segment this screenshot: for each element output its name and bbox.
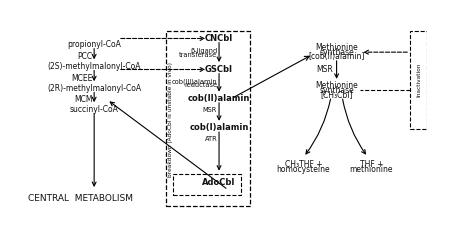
- Text: Methionine: Methionine: [315, 43, 358, 52]
- Text: methionine: methionine: [350, 165, 393, 174]
- Text: reductase: reductase: [184, 82, 217, 88]
- Text: propionyl-CoA: propionyl-CoA: [67, 40, 121, 49]
- Text: (2R)-methylmalonyl-CoA: (2R)-methylmalonyl-CoA: [47, 84, 141, 93]
- Text: ATR: ATR: [204, 136, 217, 142]
- Text: transferase: transferase: [179, 52, 217, 58]
- Text: PCC: PCC: [77, 52, 92, 61]
- Text: MSR: MSR: [316, 65, 333, 74]
- Bar: [166, 31, 250, 206]
- Bar: [410, 31, 427, 129]
- Text: GSCbl: GSCbl: [205, 65, 233, 74]
- Text: AdoCbl: AdoCbl: [202, 178, 236, 187]
- Text: MCEE: MCEE: [71, 73, 92, 82]
- Text: cob(II)alamin: cob(II)alamin: [188, 94, 250, 103]
- Text: homocysteine: homocysteine: [277, 165, 330, 174]
- Text: breakdown (AdoCbl is unstable in vivo): breakdown (AdoCbl is unstable in vivo): [168, 62, 173, 177]
- Text: MCM: MCM: [74, 95, 92, 104]
- Text: CH₃THF +: CH₃THF +: [285, 160, 322, 169]
- Text: cob(I)alamin: cob(I)alamin: [189, 123, 249, 132]
- Bar: [173, 174, 241, 196]
- Text: Methionine: Methionine: [315, 82, 358, 91]
- Text: [CH₃Cbl]: [CH₃Cbl]: [320, 91, 353, 100]
- Text: succinyl-CoA: succinyl-CoA: [70, 105, 118, 114]
- Text: [cob(II)alamin]: [cob(II)alamin]: [309, 52, 365, 61]
- Text: CNCbl: CNCbl: [205, 34, 233, 43]
- Text: β-ligand: β-ligand: [190, 48, 217, 54]
- Text: cob(III)alamin: cob(III)alamin: [172, 78, 217, 85]
- Text: MSR: MSR: [203, 107, 217, 113]
- Text: synthase: synthase: [319, 86, 354, 95]
- Text: synthase: synthase: [319, 48, 354, 57]
- Text: Inactivation: Inactivation: [416, 63, 421, 97]
- Text: THF +: THF +: [360, 160, 383, 169]
- Text: (2S)-methylmalonyl-CoA: (2S)-methylmalonyl-CoA: [47, 62, 141, 71]
- Text: CENTRAL  METABOLISM: CENTRAL METABOLISM: [28, 194, 133, 203]
